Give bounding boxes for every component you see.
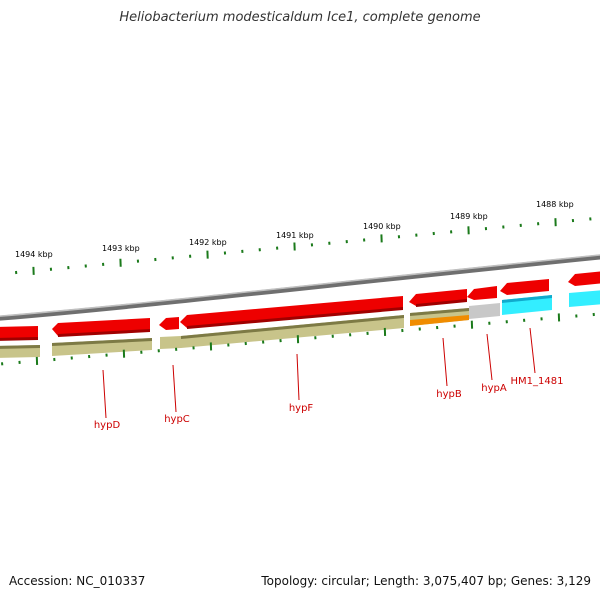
gene-arrow[interactable] [159, 317, 179, 330]
gene-arrows-strand-1 [0, 271, 600, 341]
gene-arrow[interactable] [568, 271, 600, 286]
upper-tick-marks [15, 217, 592, 275]
gene-labels: hypD hypC hypF hypB hypA HM1_1481 [94, 376, 564, 431]
scale-label: 1492 kbp [189, 238, 227, 247]
scale-label: 1494 kbp [15, 250, 53, 259]
gene-arrow[interactable] [467, 286, 497, 300]
gene-arrow[interactable] [500, 279, 549, 295]
leader-line-hypA [486, 333, 493, 381]
gene-arrow[interactable] [180, 296, 403, 328]
feature-bars [0, 290, 600, 358]
genome-backbone [0, 254, 600, 321]
genome-backbone-highlight [0, 254, 600, 317]
feature-bar[interactable] [160, 336, 181, 349]
leader-line-hypF [296, 353, 300, 401]
scale-label: 1490 kbp [363, 222, 401, 231]
lower-tick-marks [1, 312, 595, 366]
gene-label-hypF: hypF [289, 403, 314, 414]
feature-bar-cyan[interactable] [569, 290, 600, 307]
scale-label: 1489 kbp [450, 212, 488, 221]
scale-labels: 1494 kbp 1493 kbp 1492 kbp 1491 kbp 1490 kbp… [15, 200, 574, 259]
leader-line-hypB [442, 337, 448, 387]
scale-label: 1491 kbp [276, 231, 314, 240]
genome-summary-text: Topology: circular; Length: 3,075,407 bp… [261, 574, 591, 588]
gene-label-hypA: hypA [481, 383, 507, 394]
genome-title: Heliobacterium modesticaldum Ice1, compl… [119, 10, 481, 25]
gene-label-hypC: hypC [164, 414, 190, 425]
leader-line-hypD [102, 369, 107, 419]
accession-text: Accession: NC_010337 [9, 574, 146, 588]
scale-label: 1493 kbp [102, 244, 140, 253]
gene-arrow[interactable] [0, 326, 38, 340]
feature-bar-gray[interactable] [469, 303, 500, 319]
gene-label-HM1_1481: HM1_1481 [511, 376, 564, 387]
leader-line-hypC [172, 364, 177, 413]
leader-line-HM1_1481 [529, 327, 536, 374]
gene-leader-lines [102, 327, 536, 419]
gene-label-hypD: hypD [94, 420, 121, 431]
feature-bar-orange[interactable] [410, 315, 469, 326]
scale-label: 1488 kbp [536, 200, 574, 209]
gene-label-hypB: hypB [436, 389, 462, 400]
